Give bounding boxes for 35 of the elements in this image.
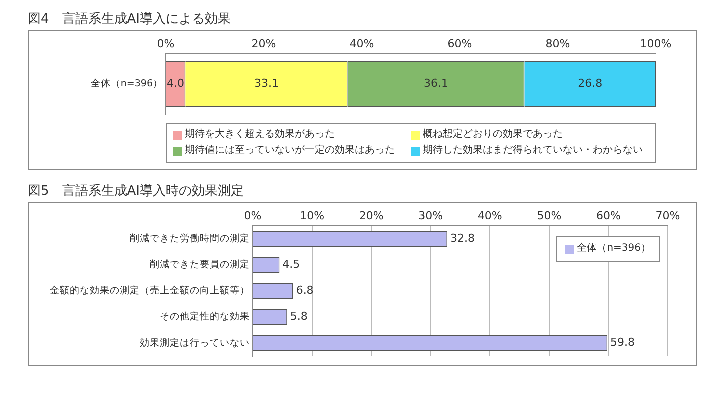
x-tick-label: 60% (596, 209, 621, 222)
x-tick-label: 20% (252, 37, 276, 50)
x-tick-label: 40% (350, 37, 374, 50)
y-tick-label: 削減できた要員の測定 (150, 258, 250, 271)
x-tick-label: 10% (300, 209, 325, 222)
legend-label: 期待した効果はまだ得られていない・わからない (423, 144, 643, 158)
x-tick-label: 80% (546, 37, 570, 50)
y-tick-label: その他定性的な効果 (160, 310, 250, 323)
x-tick-label: 30% (418, 209, 444, 222)
data-label: 32.8 (450, 232, 475, 246)
x-tick-label: 60% (448, 37, 472, 50)
data-label: 5.8 (290, 310, 308, 324)
text: 図5 言語系生成AI導入時の効果測定 (28, 183, 245, 201)
y-tick-label: 金額的な効果の測定（売上金額の向上額等） (50, 284, 250, 297)
data-label: 4.5 (282, 258, 300, 272)
y-tick-label: 削減できた労働時間の測定 (130, 232, 250, 245)
data-label: 36.1 (424, 77, 448, 90)
y-tick-label: 効果測定は行っていない (140, 336, 250, 349)
x-tick-label: 0% (157, 37, 175, 50)
chart-title: 図4 言語系生成AI導入による効果 (28, 11, 232, 29)
legend-label: 全体（n=396） (577, 242, 651, 256)
legend-label: 期待値には至っていないが一定の効果はあった (185, 144, 395, 158)
data-label: 33.1 (254, 77, 279, 90)
x-tick-label: 50% (537, 209, 562, 222)
data-label: 6.8 (296, 284, 314, 298)
x-tick-label: 20% (359, 209, 384, 222)
data-label: 59.8 (610, 336, 636, 350)
x-tick-label: 70% (656, 209, 680, 222)
data-label: 4.0 (167, 77, 185, 90)
legend-label: 期待を大きく超える効果があった (185, 128, 335, 142)
data-label: 26.8 (578, 77, 603, 90)
x-tick-label: 40% (478, 209, 502, 222)
x-tick-label: 0% (244, 209, 262, 222)
x-tick-label: 100% (640, 37, 672, 50)
legend-label: 概ね想定どおりの効果であった (423, 128, 563, 142)
